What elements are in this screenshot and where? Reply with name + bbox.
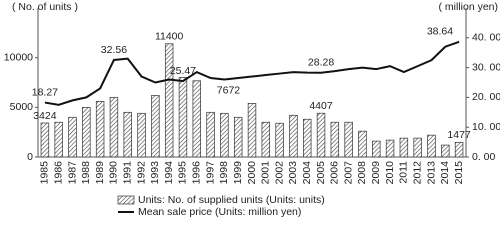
x-tick-label: 1993 [149,161,161,185]
x-tick-label: 1997 [204,161,216,185]
x-tick-label: 1990 [108,161,120,185]
bar [109,97,119,158]
x-tick-label: 1989 [94,161,106,185]
data-label: 7672 [217,85,241,97]
x-tick-label: 2015 [453,161,465,185]
y-tick-label: 10000 [4,51,33,63]
bar [454,141,464,158]
x-tick-label: 1986 [52,161,64,185]
bar [303,118,312,158]
y2-tick-label: 0. 00 [472,151,496,163]
y2-tick-label: 10. 00 [472,121,500,133]
bar [358,130,367,158]
x-tick-label: 2009 [370,161,382,185]
bar [261,121,271,158]
bar [206,111,215,158]
data-label: 11400 [155,31,184,43]
bar [385,139,395,158]
x-tick-label: 2013 [425,161,437,185]
y-tick-label: 5000 [10,101,34,113]
legend-label: Mean sale price (Units: million yen) [138,206,301,218]
x-tick-label: 1998 [218,161,230,185]
x-tick-label: 1992 [135,161,147,185]
bar [289,114,298,158]
y2-tick-label: 30. 00 [472,61,500,73]
x-tick-label: 1987 [66,161,78,185]
data-label: 25.47 [170,65,196,77]
price-line [44,40,460,106]
bar [372,140,381,158]
bar [192,80,201,158]
x-tick-label: 2006 [329,161,341,185]
bar [427,134,436,158]
y2-tick-label: 20. 00 [472,91,500,103]
legend-swatch [117,195,135,205]
x-tick-label: 2002 [273,161,285,185]
data-label: 1477 [447,129,471,141]
bar [54,121,63,158]
bar [247,103,257,158]
x-tick-label: 2000 [246,161,258,185]
x-tick-label: 2012 [411,161,423,185]
x-tick-label: 1994 [163,161,175,185]
bar [178,77,188,158]
data-label: 38.64 [427,26,453,38]
data-label: 3424 [33,110,57,122]
bar [220,112,229,158]
x-tick-label: 2005 [315,161,327,185]
x-tick-label: 1985 [39,161,51,185]
bar [137,112,146,158]
data-label: 18.27 [32,86,58,98]
x-tick-label: 2004 [301,161,313,185]
bar [233,116,243,158]
chart: ( No. of units ) ( million yen) 0 5000 100… [4,1,500,218]
bar [275,122,284,158]
bar [441,144,450,158]
bar [330,121,340,158]
x-tick-label: 2001 [260,161,272,185]
x-tick-label: 2003 [287,161,299,185]
x-tick-label: 2007 [342,161,354,185]
x-tick-label: 2011 [398,161,410,184]
x-tick-label: 1995 [177,161,189,185]
x-tick-label: 1988 [80,161,92,185]
bar [399,137,409,158]
data-label: 4407 [309,100,333,112]
y2-axis-title: ( million yen) [438,1,498,13]
x-tick-label: 2010 [384,161,396,185]
bar [413,137,422,158]
y-axis-title: ( No. of units ) [12,1,78,13]
x-tick-label: 1991 [122,161,134,185]
bar [95,101,105,158]
page: {"chart_data": {"type": "bar-line", "y_a… [3,0,500,218]
x-tick-label: 1996 [191,161,203,185]
x-tick-label: 2008 [356,161,368,185]
bar [164,43,174,158]
data-label: 32.56 [101,44,127,56]
bar [82,106,91,158]
x-tick-label: 1999 [232,161,244,185]
bar [123,111,132,158]
bar [344,121,353,158]
bar [316,112,326,158]
bar [40,122,50,158]
x-tick-label: 2014 [439,161,451,185]
data-label: 28.28 [308,57,334,69]
y2-tick-label: 40. 00 [472,32,500,44]
y-tick-label: 0 [27,151,33,163]
legend-label: Units: No. of supplied units (Units: uni… [138,194,325,206]
bar [68,116,77,158]
bar [151,95,160,158]
